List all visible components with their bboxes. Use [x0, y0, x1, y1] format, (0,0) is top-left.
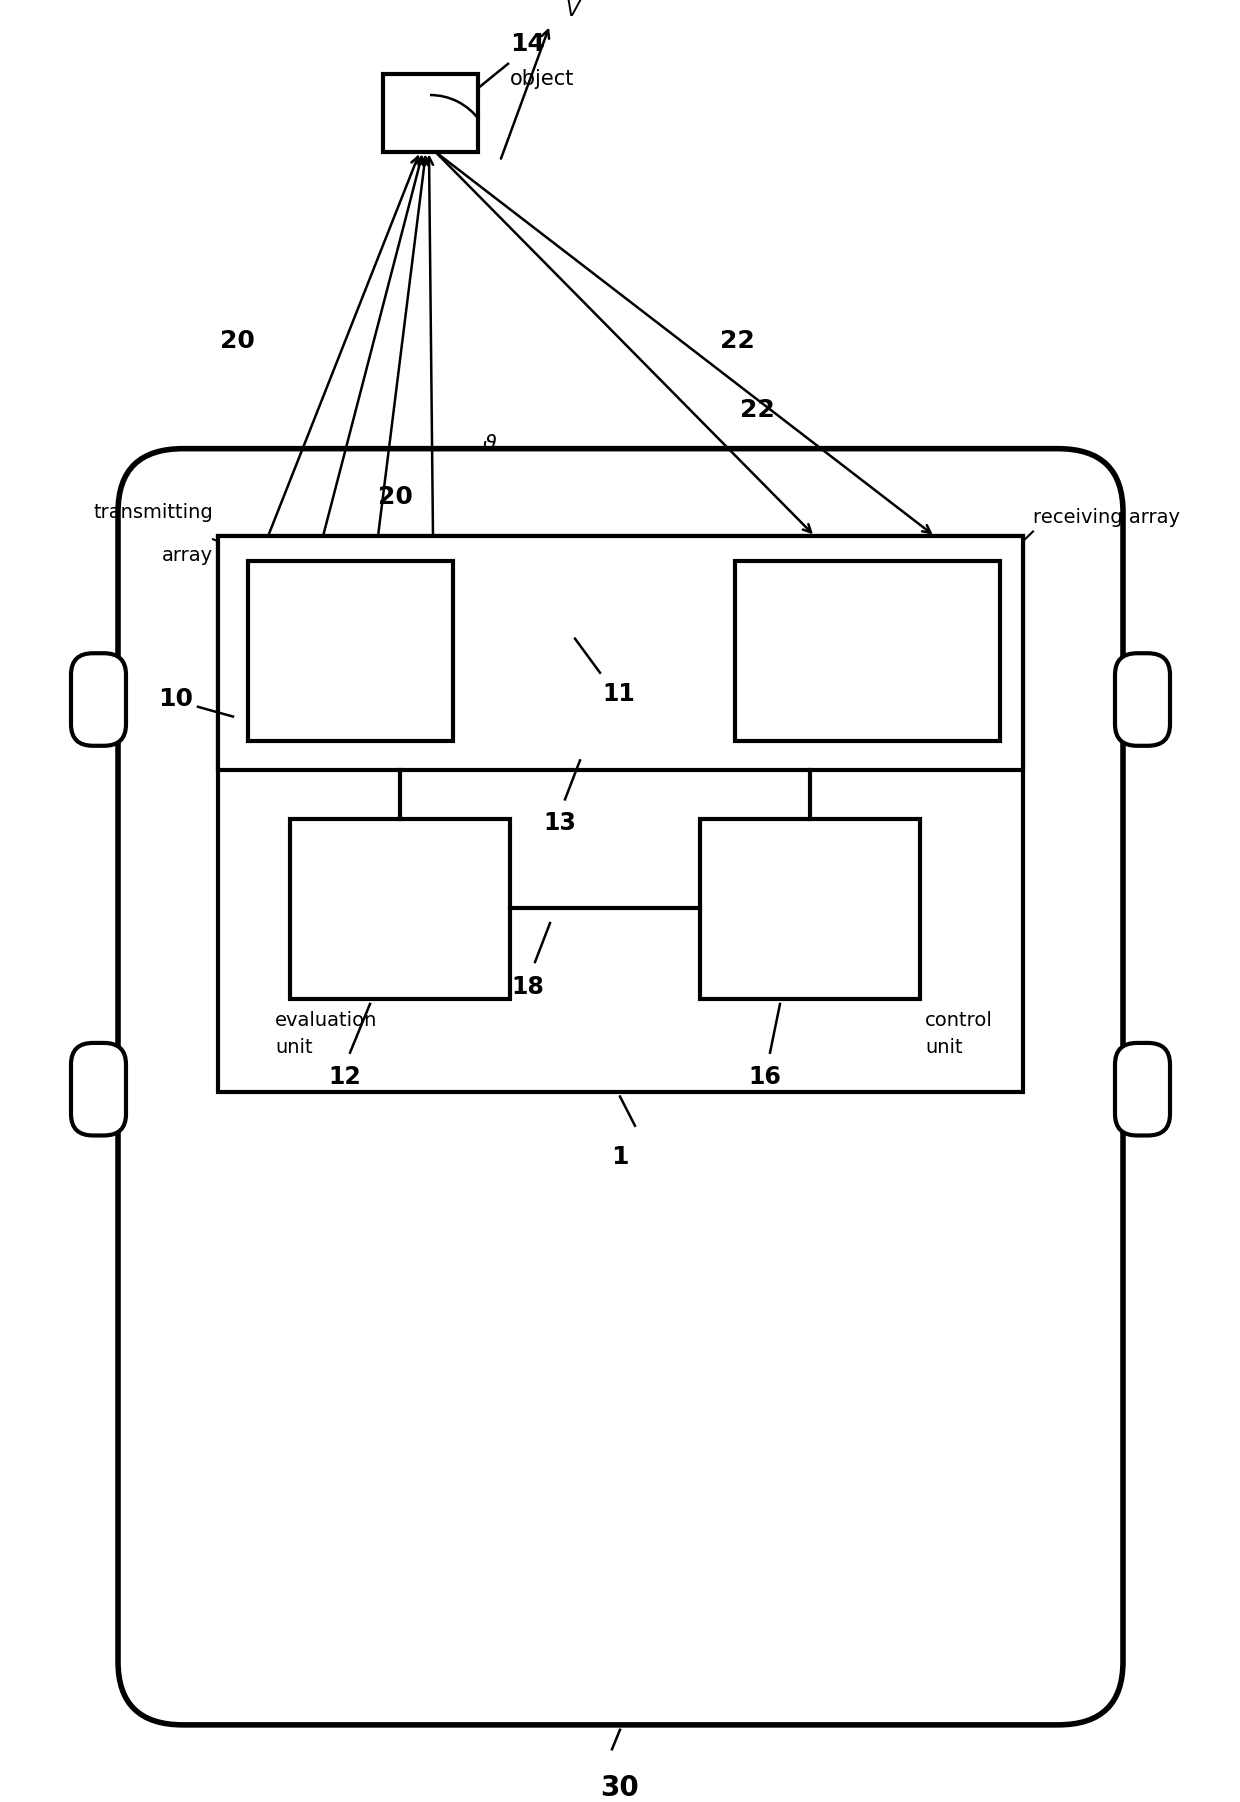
- Text: 22: 22: [720, 330, 755, 353]
- FancyBboxPatch shape: [118, 449, 1123, 1725]
- Bar: [701, 818, 920, 998]
- FancyBboxPatch shape: [1115, 1043, 1171, 1135]
- Text: V: V: [565, 0, 579, 20]
- Text: transmitting: transmitting: [93, 503, 213, 523]
- Text: array: array: [162, 546, 213, 566]
- Text: 16: 16: [749, 1065, 781, 1090]
- Bar: [218, 537, 1023, 1092]
- Text: 22: 22: [740, 398, 775, 422]
- Text: unit: unit: [275, 1038, 312, 1058]
- Bar: [383, 74, 477, 151]
- Text: 12: 12: [329, 1065, 361, 1090]
- Text: object: object: [510, 68, 574, 88]
- Text: 20: 20: [219, 330, 255, 353]
- Text: 11: 11: [601, 683, 635, 706]
- Text: evaluation: evaluation: [275, 1011, 377, 1029]
- Text: 13: 13: [543, 811, 577, 834]
- Text: receiving array: receiving array: [1033, 508, 1180, 526]
- Bar: [248, 560, 453, 741]
- Text: 10: 10: [157, 687, 193, 712]
- Text: 14: 14: [510, 32, 544, 56]
- Text: 30: 30: [600, 1773, 640, 1802]
- Text: 20: 20: [378, 485, 413, 510]
- Bar: [290, 818, 510, 998]
- FancyBboxPatch shape: [71, 1043, 126, 1135]
- FancyBboxPatch shape: [71, 654, 126, 746]
- Bar: [218, 537, 1023, 769]
- Text: 1: 1: [611, 1146, 629, 1169]
- Text: ϑ: ϑ: [484, 434, 497, 454]
- Bar: [735, 560, 999, 741]
- Text: unit: unit: [925, 1038, 962, 1058]
- Text: 18: 18: [512, 975, 544, 998]
- FancyBboxPatch shape: [1115, 654, 1171, 746]
- Text: control: control: [925, 1011, 993, 1029]
